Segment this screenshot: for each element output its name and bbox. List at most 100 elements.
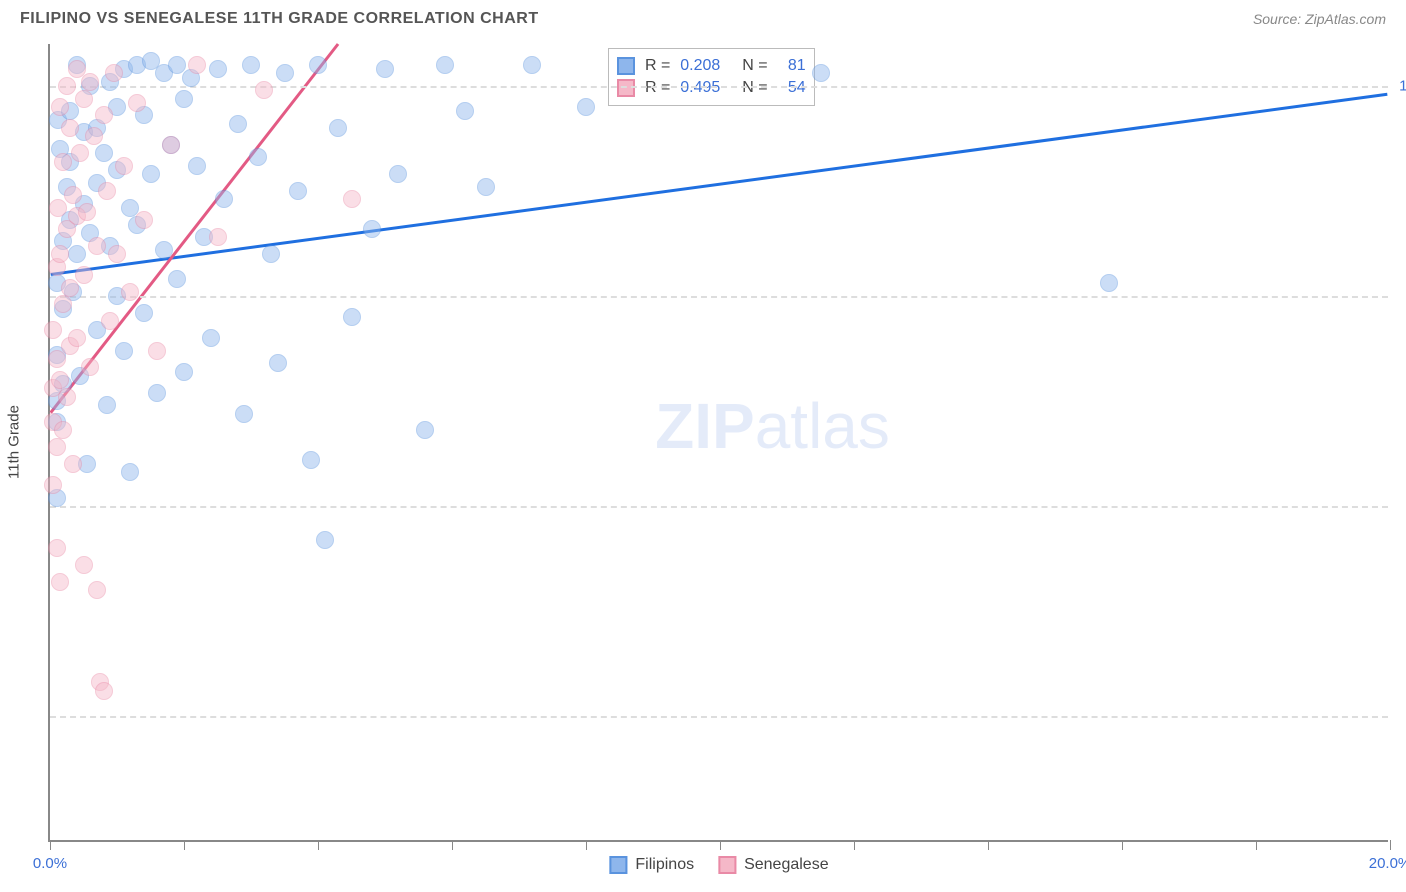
scatter-point (363, 220, 381, 238)
chart-area: 11th Grade ZIPatlas R =0.208N =81R =0.49… (48, 44, 1388, 842)
gridline-h (50, 506, 1388, 508)
x-tick (586, 840, 587, 850)
legend-series: Filipinos Senegalese (609, 856, 828, 874)
legend-r-label: R = (645, 57, 670, 75)
scatter-point (44, 321, 62, 339)
scatter-point (58, 388, 76, 406)
legend-n-value: 54 (778, 79, 806, 97)
legend-r-label: R = (645, 79, 670, 97)
scatter-point (316, 531, 334, 549)
scatter-point (128, 94, 146, 112)
x-tick (1390, 840, 1391, 850)
scatter-point (68, 245, 86, 263)
legend-correlation-row: R =0.208N =81 (617, 55, 806, 77)
legend-correlation-row: R =0.495N =54 (617, 77, 806, 99)
scatter-point (343, 190, 361, 208)
x-tick (1122, 840, 1123, 850)
legend-swatch (617, 57, 635, 75)
scatter-point (477, 178, 495, 196)
scatter-point (235, 405, 253, 423)
scatter-point (54, 295, 72, 313)
scatter-point (436, 56, 454, 74)
scatter-point (48, 438, 66, 456)
scatter-point (289, 182, 307, 200)
scatter-point (242, 56, 260, 74)
scatter-point (68, 329, 86, 347)
y-tick-label: 100.0% (1399, 78, 1406, 95)
scatter-point (276, 64, 294, 82)
scatter-point (135, 211, 153, 229)
watermark: ZIPatlas (655, 389, 890, 463)
x-tick (1256, 840, 1257, 850)
scatter-point (456, 102, 474, 120)
scatter-point (75, 266, 93, 284)
scatter-point (105, 64, 123, 82)
scatter-point (249, 148, 267, 166)
scatter-point (155, 241, 173, 259)
gridline-h (50, 296, 1388, 298)
scatter-point (135, 304, 153, 322)
scatter-point (101, 312, 119, 330)
scatter-point (168, 270, 186, 288)
scatter-point (108, 245, 126, 263)
source-name: ZipAtlas.com (1305, 11, 1386, 27)
legend-swatch (609, 856, 627, 874)
scatter-point (81, 73, 99, 91)
scatter-point (148, 384, 166, 402)
scatter-point (51, 98, 69, 116)
scatter-point (81, 358, 99, 376)
scatter-point (44, 476, 62, 494)
scatter-point (188, 56, 206, 74)
scatter-point (98, 396, 116, 414)
gridline-h (50, 716, 1388, 718)
scatter-point (48, 539, 66, 557)
scatter-point (215, 190, 233, 208)
legend-series-label: Filipinos (635, 856, 694, 874)
scatter-point (142, 165, 160, 183)
scatter-point (121, 283, 139, 301)
scatter-point (202, 329, 220, 347)
scatter-point (1100, 274, 1118, 292)
scatter-point (121, 463, 139, 481)
legend-correlation: R =0.208N =81R =0.495N =54 (608, 48, 815, 106)
source-label: Source: ZipAtlas.com (1253, 11, 1386, 27)
scatter-point (209, 60, 227, 78)
scatter-point (78, 203, 96, 221)
x-tick-label: 0.0% (33, 855, 67, 872)
x-tick (452, 840, 453, 850)
scatter-point (309, 56, 327, 74)
scatter-point (343, 308, 361, 326)
gridline-h (50, 86, 1388, 88)
legend-n-label: N = (742, 57, 767, 75)
scatter-point (54, 421, 72, 439)
scatter-point (188, 157, 206, 175)
scatter-point (115, 342, 133, 360)
legend-swatch (617, 79, 635, 97)
scatter-point (98, 182, 116, 200)
scatter-point (61, 119, 79, 137)
scatter-point (58, 77, 76, 95)
scatter-point (302, 451, 320, 469)
legend-series-label: Senegalese (744, 856, 829, 874)
scatter-point (229, 115, 247, 133)
legend-n-label: N = (742, 79, 767, 97)
scatter-point (262, 245, 280, 263)
x-tick (184, 840, 185, 850)
scatter-point (95, 106, 113, 124)
scatter-point (162, 136, 180, 154)
scatter-point (115, 157, 133, 175)
x-tick-label: 20.0% (1369, 855, 1406, 872)
x-tick (854, 840, 855, 850)
scatter-point (51, 371, 69, 389)
scatter-point (95, 682, 113, 700)
scatter-point (148, 342, 166, 360)
legend-n-value: 81 (778, 57, 806, 75)
scatter-point (95, 144, 113, 162)
scatter-point (577, 98, 595, 116)
scatter-point (812, 64, 830, 82)
watermark-light: atlas (755, 390, 890, 462)
chart-title: FILIPINO VS SENEGALESE 11TH GRADE CORREL… (20, 10, 539, 28)
scatter-point (416, 421, 434, 439)
scatter-point (329, 119, 347, 137)
legend-series-item: Filipinos (609, 856, 694, 874)
